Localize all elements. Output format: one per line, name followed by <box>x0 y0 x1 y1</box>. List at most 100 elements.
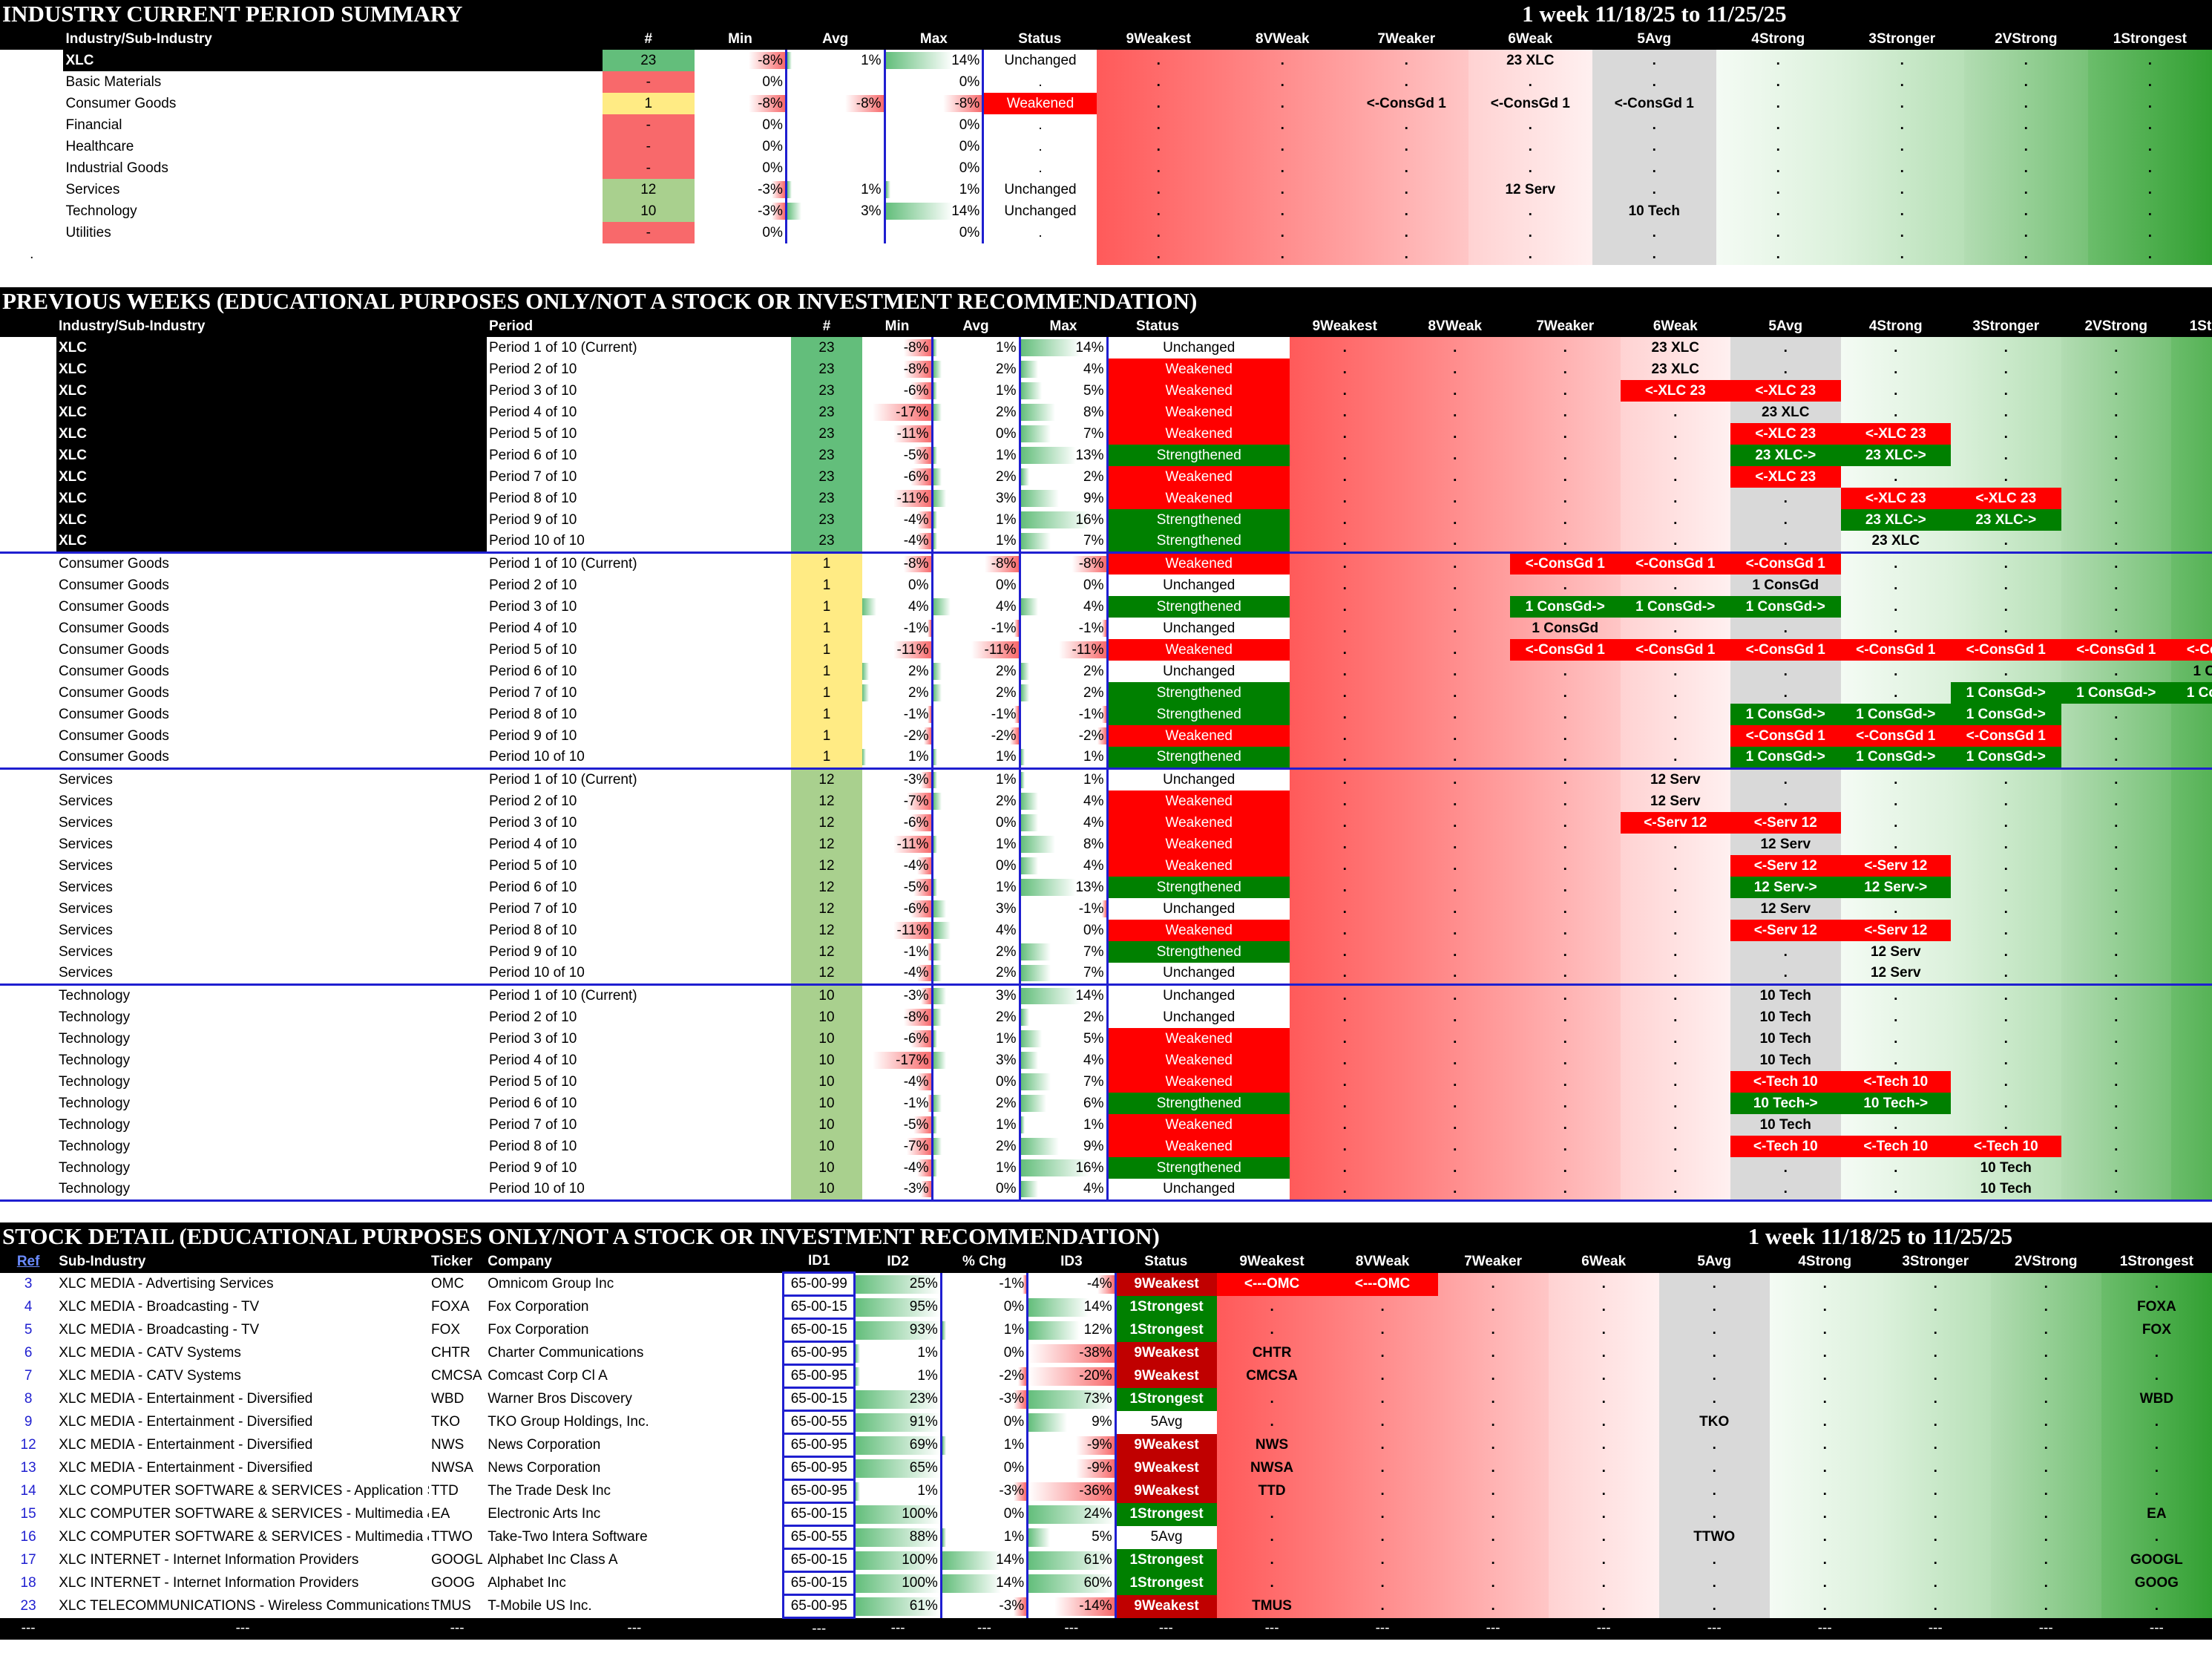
industry-name[interactable]: Services <box>59 793 113 809</box>
ref-link[interactable]: 17 <box>20 1552 36 1568</box>
ticker-cell[interactable]: EA <box>430 1506 450 1522</box>
period-row[interactable]: Services Period 7 of 10 12 -6% 3% -1% Unchange… <box>0 898 2212 920</box>
summary-row[interactable]: Healthcare -0% 0%.......... <box>0 136 2212 157</box>
industry-name[interactable]: Technology <box>59 1052 131 1068</box>
stock-row[interactable]: 6 XLC MEDIA - CATV Systems CHTR Charter Com… <box>0 1341 2212 1366</box>
summary-row[interactable]: XLC 23 -8% 1% 14% Unchanged... 23 XLC..... <box>0 50 2212 71</box>
period-row[interactable]: Services Period 5 of 10 12 -4% 0% 4% Weakened.… <box>0 855 2212 877</box>
period-row[interactable]: Services Period 2 of 10 12 -7% 2% 4% Weakened.… <box>0 791 2212 812</box>
period-row[interactable]: Technology Period 3 of 10 10 -6% 1% 5% Weakene… <box>0 1028 2212 1050</box>
period-row[interactable]: XLC Period 5 of 10 23 -11% 0% 7% Weakened.... <… <box>0 423 2212 445</box>
ticker-cell[interactable]: TTWO <box>430 1529 473 1545</box>
period-row[interactable]: Consumer Goods Period 2 of 10 1 0% 0% 0% Uncha… <box>0 575 2212 596</box>
ref-link[interactable]: 23 <box>20 1598 36 1614</box>
industry-name[interactable]: Technology <box>59 988 131 1004</box>
ref-link[interactable]: 15 <box>20 1506 36 1522</box>
ref-link[interactable]: 9 <box>24 1414 33 1430</box>
stock-row[interactable]: 16 XLC COMPUTER SOFTWARE & SERVICES - Mul… <box>0 1525 2212 1550</box>
period-row[interactable]: Consumer Goods Period 7 of 10 1 2% 2% 2% Stren… <box>0 682 2212 704</box>
summary-row[interactable]: Basic Materials -0% 0%.......... <box>0 71 2212 93</box>
industry-name[interactable]: XLC <box>56 531 487 554</box>
ref-link[interactable]: 12 <box>20 1437 36 1453</box>
period-row[interactable]: Technology Period 7 of 10 10 -5% 1% 1% Weakene… <box>0 1114 2212 1136</box>
ref-link[interactable]: 4 <box>24 1299 33 1315</box>
stock-row[interactable]: 14 XLC COMPUTER SOFTWARE & SERVICES - App… <box>0 1479 2212 1504</box>
stock-row[interactable]: 7 XLC MEDIA - CATV Systems CMCSA Comcast Co… <box>0 1364 2212 1389</box>
period-row[interactable]: Consumer Goods Period 4 of 10 1 -1% -1% -1% Un… <box>0 618 2212 639</box>
period-row[interactable]: Technology Period 2 of 10 10 -8% 2% 2% Unchang… <box>0 1006 2212 1028</box>
industry-name[interactable]: Technology <box>59 1030 131 1047</box>
ticker-cell[interactable]: TTD <box>430 1483 459 1499</box>
industry-name[interactable]: Consumer Goods <box>59 706 169 722</box>
summary-row[interactable]: Consumer Goods 1 -8% -8% -8% Weakened.. <-Cons… <box>0 93 2212 114</box>
ref-link[interactable]: 13 <box>20 1460 36 1476</box>
stock-row[interactable]: 5 XLC MEDIA - Broadcasting - TV FOX Fox Cor… <box>0 1318 2212 1343</box>
ticker-cell[interactable]: OMC <box>430 1276 465 1292</box>
industry-name[interactable]: XLC <box>56 380 487 402</box>
industry-name[interactable]: Basic Materials <box>65 73 162 90</box>
industry-name[interactable]: XLC <box>56 423 487 445</box>
period-row[interactable]: Services Period 8 of 10 12 -11% 4% 0% Weakened… <box>0 920 2212 941</box>
stock-row[interactable]: 17 XLC INTERNET - Internet Information Pr… <box>0 1548 2212 1573</box>
period-row[interactable]: Consumer Goods Period 1 of 10 (Current) 1-… <box>0 552 2212 575</box>
industry-name[interactable]: XLC <box>56 488 487 509</box>
ticker-cell[interactable]: FOX <box>430 1322 461 1338</box>
period-row[interactable]: XLC Period 3 of 10 23 -6% 1% 5% Weakened... <-X… <box>0 380 2212 402</box>
ticker-cell[interactable]: WBD <box>430 1391 465 1407</box>
industry-name[interactable]: Technology <box>59 1116 131 1133</box>
period-row[interactable]: Technology Period 1 of 10 (Current) 10 -3% 3… <box>0 984 2212 1006</box>
industry-name[interactable]: Technology <box>59 1159 131 1176</box>
stock-row[interactable]: 3 XLC MEDIA - Advertising Services OMC Omni… <box>0 1271 2212 1297</box>
industry-name[interactable]: Technology <box>59 1073 131 1090</box>
industry-name[interactable]: Consumer Goods <box>59 598 169 615</box>
industry-name[interactable]: Technology <box>56 1179 487 1202</box>
period-row[interactable]: Consumer Goods Period 8 of 10 1 -1% -1% -1% St… <box>0 704 2212 725</box>
period-row[interactable]: Services Period 9 of 10 12 -1% 2% 7% Strengthe… <box>0 941 2212 963</box>
period-row[interactable]: XLC Period 1 of 10 (Current) 23 -8% 1% 14% Unc… <box>0 337 2212 359</box>
stock-row[interactable]: 8 XLC MEDIA - Entertainment - Diversified… <box>0 1387 2212 1412</box>
industry-name[interactable]: XLC <box>56 509 487 531</box>
period-row[interactable]: XLC Period 7 of 10 23 -6% 2% 2% Weakened.... <-… <box>0 466 2212 488</box>
stock-row[interactable]: 15 XLC COMPUTER SOFTWARE & SERVICES - Mul… <box>0 1502 2212 1527</box>
period-row[interactable]: Consumer Goods Period 5 of 10 1 -11% -11% -11… <box>0 639 2212 661</box>
summary-row[interactable]: Industrial Goods -0% 0%.......... <box>0 157 2212 179</box>
period-row[interactable]: Consumer Goods Period 3 of 10 1 4% 4% 4% Stren… <box>0 596 2212 618</box>
period-row[interactable]: Services Period 3 of 10 12 -6% 0% 4% Weakened.… <box>0 812 2212 834</box>
period-row[interactable]: Technology Period 9 of 10 10 -4% 1% 16% Streng… <box>0 1157 2212 1179</box>
industry-name[interactable]: Services <box>59 772 113 788</box>
period-row[interactable]: Technology Period 6 of 10 10 -1% 2% 6% Strengt… <box>0 1093 2212 1114</box>
summary-row[interactable]: Services 12 -3% 1% 1% Unchanged... 12 Serv....… <box>0 179 2212 200</box>
industry-name[interactable]: Services <box>59 943 113 960</box>
ref-link[interactable]: 3 <box>24 1276 33 1292</box>
industry-name[interactable]: Utilities <box>65 224 111 240</box>
industry-name[interactable]: Technology <box>59 1095 131 1111</box>
ticker-cell[interactable]: CHTR <box>430 1345 470 1361</box>
industry-name[interactable]: Services <box>59 836 113 852</box>
period-row[interactable]: Services Period 10 of 10 12 -4% 2% 7% Unchange… <box>0 963 2212 986</box>
period-row[interactable]: Technology Period 8 of 10 10 -7% 2% 9% Weakene… <box>0 1136 2212 1157</box>
industry-name[interactable]: Industrial Goods <box>65 160 168 176</box>
period-row[interactable]: Consumer Goods Period 10 of 10 1 1% 1% 1% Stre… <box>0 747 2212 770</box>
period-row[interactable]: XLC Period 9 of 10 23 -4% 1% 16% Strengthened.… <box>0 509 2212 531</box>
industry-name[interactable]: Consumer Goods <box>59 727 169 744</box>
industry-name[interactable]: Consumer Goods <box>59 577 169 593</box>
industry-name[interactable]: XLC <box>56 359 487 380</box>
ref-link[interactable]: 14 <box>20 1483 36 1499</box>
ticker-cell[interactable]: CMCSA <box>430 1368 482 1384</box>
stock-row[interactable]: 18 XLC INTERNET - Internet Information Pr… <box>0 1571 2212 1596</box>
ref-link[interactable]: 6 <box>24 1345 33 1361</box>
stock-row[interactable]: 4 XLC MEDIA - Broadcasting - TV FOXA Fox Co… <box>0 1294 2212 1320</box>
period-row[interactable]: Consumer Goods Period 6 of 10 1 2% 2% 2% Uncha… <box>0 661 2212 682</box>
industry-name[interactable]: XLC <box>63 50 603 71</box>
ticker-cell[interactable]: GOOG <box>430 1575 476 1591</box>
ticker-cell[interactable]: GOOGL <box>430 1552 483 1568</box>
period-row[interactable]: XLC Period 2 of 10 23 -8% 2% 4% Weakened... 23 … <box>0 359 2212 380</box>
period-row[interactable]: Technology Period 5 of 10 10 -4% 0% 7% Weakene… <box>0 1071 2212 1093</box>
industry-name[interactable]: Technology <box>65 203 137 219</box>
ticker-cell[interactable]: NWSA <box>430 1460 473 1476</box>
stock-row[interactable]: 12 XLC MEDIA - Entertainment - Diversifie… <box>0 1433 2212 1458</box>
ticker-cell[interactable]: NWS <box>430 1437 465 1453</box>
period-row[interactable]: XLC Period 8 of 10 23 -11% 3% 9% Weakened.....… <box>0 488 2212 509</box>
industry-name[interactable]: XLC <box>56 337 487 359</box>
header-ref[interactable]: Ref <box>0 1251 57 1273</box>
